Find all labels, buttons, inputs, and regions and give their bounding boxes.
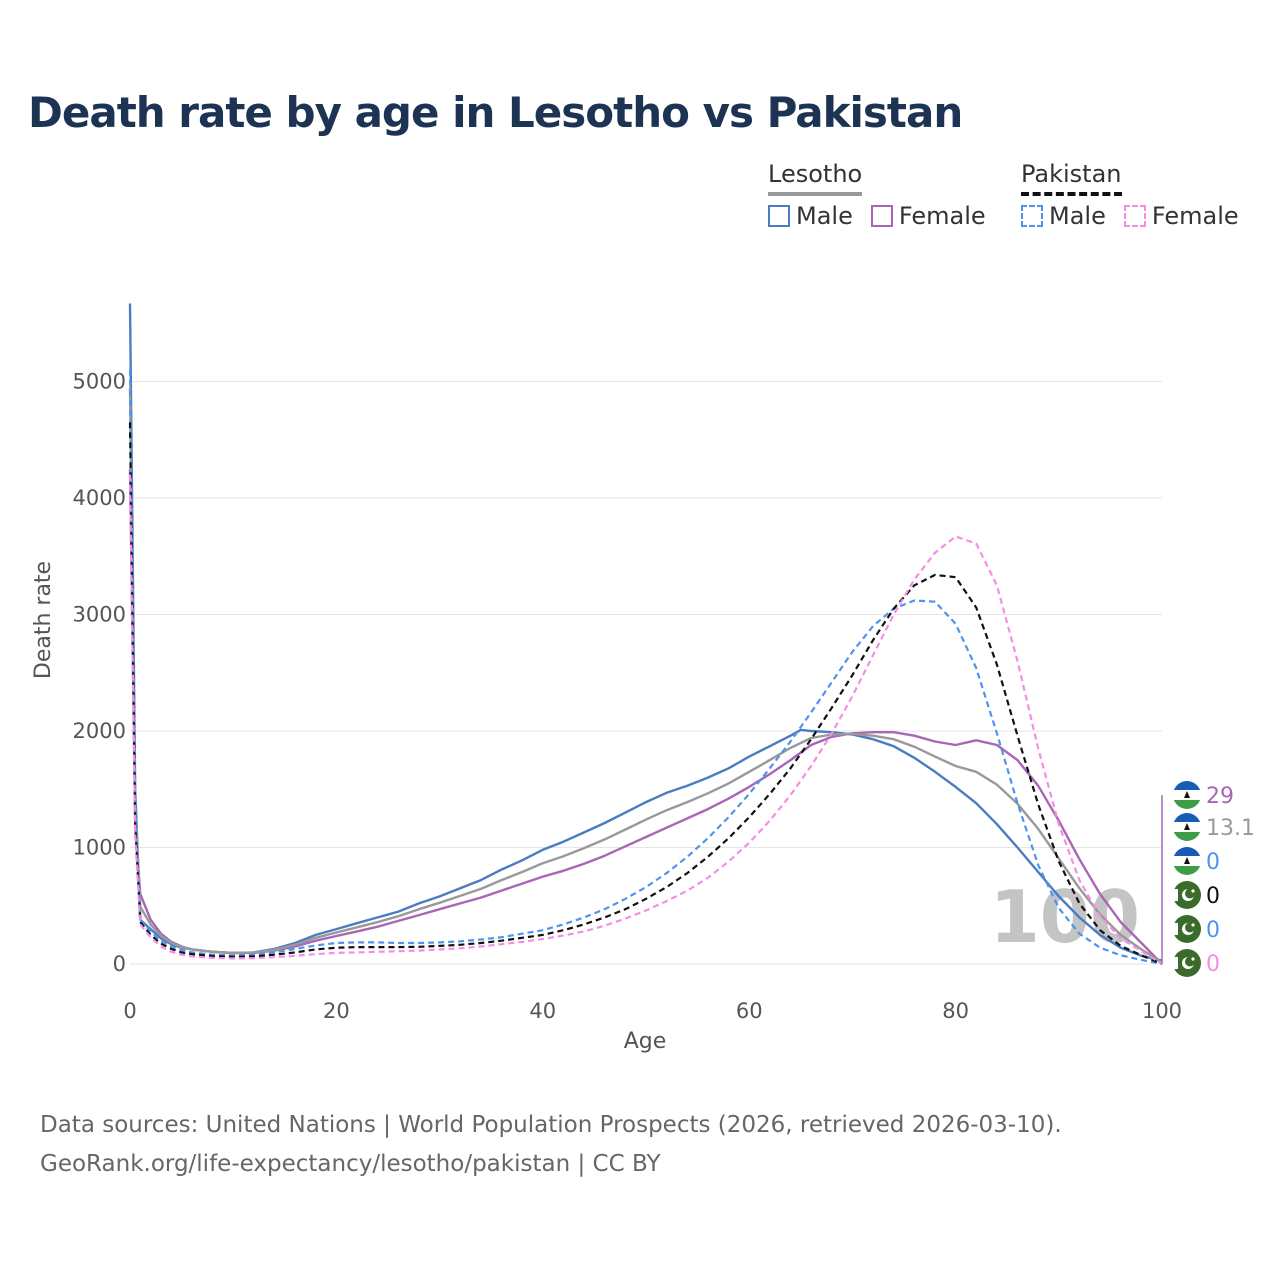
legend-group-title: Pakistan [1021, 160, 1122, 196]
end-value-label: 29 [1206, 784, 1234, 809]
series-line-pakistan-average[interactable] [128, 422, 1163, 966]
y-tick-label: 1000 [73, 836, 126, 860]
end-value-label: 0 [1206, 952, 1220, 977]
end-value-label: 0 [1206, 884, 1220, 909]
legend-group-title: Lesotho [768, 160, 863, 196]
end-marker-pakistan-male: 0 [1173, 847, 1220, 875]
x-tick-label: 80 [942, 999, 969, 1023]
source-url[interactable]: GeoRank.org/life-expectancy/lesotho/paki… [40, 1151, 661, 1177]
x-tick-label: 60 [736, 999, 763, 1023]
end-value-label: 0 [1206, 918, 1220, 943]
x-tick-label: 100 [1142, 999, 1182, 1023]
end-marker-pakistan-female: 0 [1173, 915, 1220, 943]
end-value-label: 0 [1206, 850, 1220, 875]
x-axis-title: Age [624, 1029, 667, 1054]
series-line-pakistan-female[interactable] [128, 474, 1163, 965]
end-marker-pakistan-average: 0 [1173, 881, 1220, 909]
end-marker-lesotho-male: 29 [1173, 781, 1234, 809]
y-tick-label: 3000 [73, 603, 126, 627]
lesotho-flag-icon [1173, 847, 1201, 875]
legend-swatch [1123, 205, 1146, 227]
source-note: Data sources: United Nations | World Pop… [40, 1106, 1062, 1184]
legend-swatch [870, 205, 893, 227]
legend-group-pakistan: Pakistan Male Female [1021, 160, 1239, 230]
end-marker-lesotho-female: 0 [1173, 949, 1220, 977]
series-line-pakistan-male[interactable] [128, 369, 1163, 966]
y-tick-label: 4000 [73, 486, 126, 510]
legend-label: Female [898, 202, 986, 230]
x-tick-label: 40 [529, 999, 556, 1023]
legend-label: Male [1049, 202, 1106, 230]
y-tick-label: 0 [113, 952, 126, 976]
y-tick-label: 2000 [73, 719, 126, 743]
lesotho-flag-icon [1173, 781, 1201, 809]
y-tick-label: 5000 [73, 370, 126, 394]
y-axis-title: Death rate [31, 561, 56, 679]
legend-label: Female [1151, 202, 1239, 230]
chart-title: Death rate by age in Lesotho vs Pakistan [28, 88, 963, 137]
legend-item-pakistan-male[interactable]: Male [1021, 202, 1106, 230]
pakistan-flag-icon [1173, 881, 1201, 909]
pakistan-flag-icon [1173, 949, 1201, 977]
legend-item-lesotho-female[interactable]: Female [870, 202, 986, 230]
end-value-label: 13.1 [1206, 816, 1255, 841]
legend-swatch [768, 205, 790, 227]
series-line-lesotho-male[interactable] [128, 303, 1163, 962]
end-marker-lesotho-average: 13.1 [1173, 813, 1255, 841]
source-line: Data sources: United Nations | World Pop… [40, 1112, 1062, 1138]
legend-group-lesotho: Lesotho Male Female [768, 160, 986, 230]
pakistan-flag-icon [1173, 915, 1201, 943]
series-line-lesotho-average[interactable] [128, 387, 1163, 964]
legend-swatch [1021, 205, 1043, 227]
lesotho-flag-icon [1173, 813, 1201, 841]
legend-item-pakistan-female[interactable]: Female [1123, 202, 1239, 230]
x-tick-label: 0 [123, 999, 136, 1023]
x-tick-label: 20 [323, 999, 350, 1023]
legend-label: Male [796, 202, 853, 230]
legend-item-lesotho-male[interactable]: Male [768, 202, 853, 230]
